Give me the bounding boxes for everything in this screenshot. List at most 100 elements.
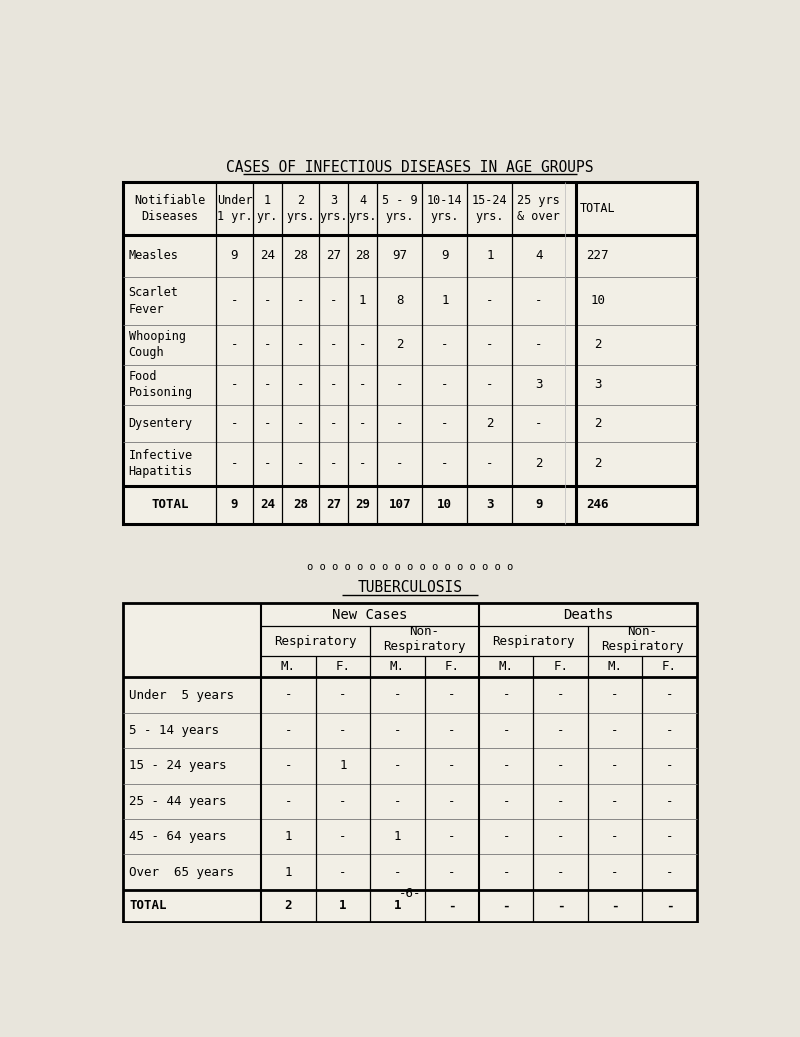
Text: -: - (264, 457, 271, 470)
Text: -: - (502, 794, 510, 808)
Text: -: - (230, 457, 238, 470)
Text: -: - (448, 724, 455, 737)
Text: 5 - 14 years: 5 - 14 years (130, 724, 219, 737)
Text: -: - (297, 417, 304, 429)
Text: -: - (359, 417, 366, 429)
Text: -: - (486, 338, 494, 352)
Bar (123, 183, 697, 524)
Text: Respiratory: Respiratory (274, 635, 357, 648)
Text: -: - (359, 338, 366, 352)
Text: -: - (339, 831, 346, 843)
Text: -: - (285, 724, 292, 737)
Text: 1: 1 (394, 899, 401, 913)
Text: 15-24
yrs.: 15-24 yrs. (472, 194, 508, 223)
Text: -: - (396, 457, 404, 470)
Text: 4
yrs.: 4 yrs. (349, 194, 377, 223)
Text: -: - (535, 417, 542, 429)
Text: -: - (230, 379, 238, 391)
Text: -: - (557, 759, 564, 773)
Text: -: - (394, 689, 401, 701)
Text: 9: 9 (230, 499, 238, 511)
Text: 1: 1 (285, 831, 292, 843)
Text: o o o o o o o o o o o o o o o o o: o o o o o o o o o o o o o o o o o (307, 562, 513, 572)
Text: 10-14
yrs.: 10-14 yrs. (427, 194, 462, 223)
Text: -: - (611, 689, 619, 701)
Text: Infective
Hapatitis: Infective Hapatitis (129, 449, 193, 478)
Text: -: - (330, 417, 337, 429)
Text: 1: 1 (339, 759, 346, 773)
Text: Over  65 years: Over 65 years (130, 866, 234, 878)
Text: -: - (557, 831, 564, 843)
Text: 24: 24 (260, 249, 275, 262)
Text: Deaths: Deaths (562, 608, 613, 622)
Text: 1: 1 (359, 295, 366, 307)
Text: 2: 2 (594, 338, 602, 352)
Text: -: - (441, 379, 449, 391)
Text: -: - (557, 794, 564, 808)
Text: Measles: Measles (129, 249, 178, 262)
Text: -: - (441, 338, 449, 352)
Text: -: - (666, 899, 674, 913)
Text: -: - (339, 724, 346, 737)
Text: -: - (502, 689, 510, 701)
Text: 8: 8 (396, 295, 404, 307)
Text: -: - (448, 794, 455, 808)
Text: 1: 1 (339, 899, 346, 913)
Text: 2: 2 (396, 338, 404, 352)
Text: 3
yrs.: 3 yrs. (319, 194, 347, 223)
Text: -: - (502, 866, 510, 878)
Text: -: - (339, 794, 346, 808)
Text: -: - (285, 759, 292, 773)
Text: -: - (394, 759, 401, 773)
Text: -: - (441, 457, 449, 470)
Text: -: - (666, 794, 674, 808)
Text: -: - (448, 899, 455, 913)
Text: 2: 2 (535, 457, 542, 470)
Text: 27: 27 (326, 499, 341, 511)
Text: -: - (230, 338, 238, 352)
Text: Non-
Respiratory: Non- Respiratory (383, 625, 466, 653)
Text: -: - (535, 295, 542, 307)
Text: Dysentery: Dysentery (129, 417, 193, 429)
Text: -: - (557, 899, 564, 913)
Text: TUBERCULOSIS: TUBERCULOSIS (358, 581, 462, 595)
Text: -: - (359, 379, 366, 391)
Text: 45 - 64 years: 45 - 64 years (130, 831, 227, 843)
Text: -: - (448, 759, 455, 773)
Text: Under  5 years: Under 5 years (130, 689, 234, 701)
Bar (123, 604, 697, 922)
Text: M.: M. (498, 660, 514, 673)
Text: -: - (297, 295, 304, 307)
Text: 9: 9 (441, 249, 449, 262)
Text: -: - (611, 866, 619, 878)
Text: Whooping
Cough: Whooping Cough (129, 330, 186, 360)
Text: 3: 3 (594, 379, 602, 391)
Text: -: - (264, 295, 271, 307)
Text: 9: 9 (230, 249, 238, 262)
Text: 107: 107 (389, 499, 411, 511)
Text: -: - (666, 759, 674, 773)
Text: -: - (502, 759, 510, 773)
Text: 3: 3 (535, 379, 542, 391)
Text: Under
1 yr.: Under 1 yr. (217, 194, 252, 223)
Text: 1
yr.: 1 yr. (257, 194, 278, 223)
Text: -: - (502, 724, 510, 737)
Text: New Cases: New Cases (333, 608, 408, 622)
Text: -: - (448, 866, 455, 878)
Text: Food
Poisoning: Food Poisoning (129, 370, 193, 399)
Text: 28: 28 (293, 499, 308, 511)
Text: 25 - 44 years: 25 - 44 years (130, 794, 227, 808)
Text: 2: 2 (285, 899, 292, 913)
Text: -: - (394, 724, 401, 737)
Text: -: - (666, 866, 674, 878)
Text: 5 - 9
yrs.: 5 - 9 yrs. (382, 194, 418, 223)
Bar (123, 183, 697, 524)
Text: TOTAL: TOTAL (130, 899, 167, 913)
Text: 1: 1 (441, 295, 449, 307)
Text: -: - (330, 379, 337, 391)
Text: 15 - 24 years: 15 - 24 years (130, 759, 227, 773)
Text: -: - (535, 338, 542, 352)
Text: -: - (264, 417, 271, 429)
Text: -: - (394, 794, 401, 808)
Text: -: - (666, 724, 674, 737)
